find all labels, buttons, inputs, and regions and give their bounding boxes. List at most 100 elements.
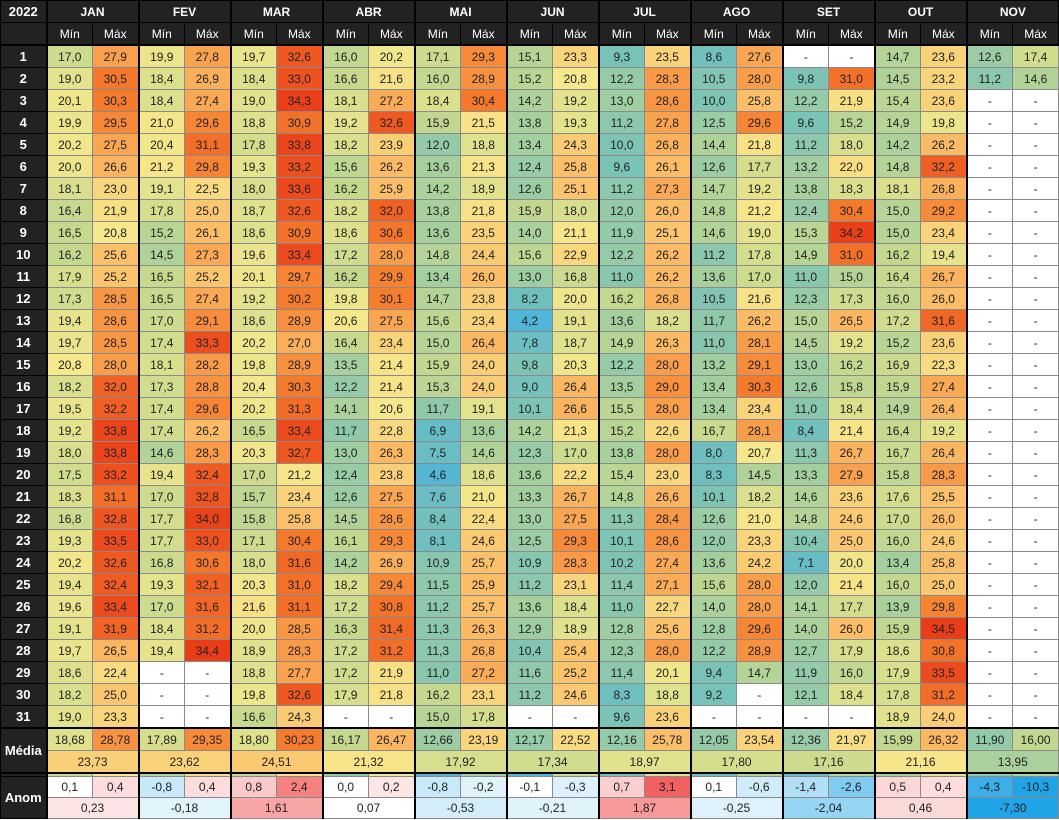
media-cell: 11,90 (965, 727, 1014, 751)
temp-cell: 18,9 (552, 617, 600, 640)
temp-cell: 32,4 (184, 463, 232, 486)
temp-cell: 25,8 (920, 551, 968, 574)
day-label: 24 (0, 551, 47, 574)
temp-cell: 23,9 (368, 133, 416, 156)
temp-cell: 20,0 (552, 287, 600, 310)
media-overall-cell: 23,73 (45, 750, 140, 774)
month-header-fev: FEV (137, 0, 232, 23)
temp-cell: 12,3 (781, 287, 830, 310)
temp-cell: 23,3 (91, 705, 140, 729)
temp-cell: 18,8 (229, 111, 278, 134)
temp-cell: - (552, 705, 600, 729)
temp-cell: 20,4 (229, 375, 278, 398)
temp-cell: 27,7 (276, 661, 324, 684)
temp-cell: 23,5 (460, 221, 508, 244)
table-row: 15 20,8 28,0 18,1 28,2 19,8 28,9 13,5 21,4 15,9 24… (0, 353, 1059, 376)
temp-cell: 24,4 (460, 243, 508, 266)
temp-cell: 18,4 (137, 89, 186, 112)
max-header: Máx (1012, 22, 1059, 46)
table-row: 6 20,0 26,6 21,2 29,8 19,3 33,2 15,6 26,2 13,6 21,… (0, 155, 1059, 178)
temp-cell: 19,7 (229, 44, 278, 68)
temp-cell: 18,0 (45, 441, 93, 464)
temp-cell: 17,7 (137, 529, 186, 552)
temp-cell: 25,7 (460, 551, 508, 574)
temp-cell: 25,9 (368, 177, 416, 200)
anom-overall-cell: -0,18 (137, 797, 231, 819)
temp-cell: 9,4 (689, 661, 738, 684)
temp-cell: 11,3 (413, 617, 462, 640)
temp-cell: 15,9 (873, 375, 922, 398)
temp-cell: 19,4 (45, 573, 93, 596)
anom-label: Anom (0, 776, 47, 819)
temp-cell: 32,6 (276, 683, 324, 706)
temp-cell: 25,9 (460, 573, 508, 596)
temp-cell: 14,9 (781, 243, 830, 266)
temp-cell: 10,1 (505, 397, 554, 420)
temp-cell: - (965, 133, 1014, 156)
temp-cell: 30,6 (184, 551, 232, 574)
temp-cell: 17,8 (736, 243, 784, 266)
temp-cell: 14,5 (873, 67, 922, 90)
temp-cell: 19,3 (137, 573, 186, 596)
temp-cell: 12,3 (597, 639, 646, 662)
temp-cell: - (965, 265, 1014, 288)
temp-cell: - (965, 419, 1014, 442)
temp-cell: 13,6 (505, 463, 554, 486)
temp-cell: 18,0 (229, 551, 278, 574)
temp-cell: 13,8 (597, 441, 646, 464)
temp-cell: 27,5 (368, 485, 416, 508)
temp-cell: 17,0 (45, 44, 93, 68)
temp-cell: 24,2 (736, 551, 784, 574)
temp-cell: 8,4 (413, 507, 462, 530)
day-label: 11 (0, 265, 47, 288)
temp-cell: 23,3 (552, 44, 600, 68)
temp-cell: 14,1 (781, 595, 830, 618)
temp-cell: 7,6 (413, 485, 462, 508)
temp-cell: 17,1 (413, 44, 462, 68)
temp-cell: 29,6 (184, 111, 232, 134)
temp-cell: 26,3 (460, 617, 508, 640)
temp-cell: 18,1 (321, 89, 370, 112)
temp-cell: 30,9 (276, 111, 324, 134)
media-cell: 12,05 (689, 727, 738, 751)
temp-cell: 16,5 (45, 221, 93, 244)
temp-cell: 13,8 (505, 111, 554, 134)
temp-cell: 26,8 (920, 177, 968, 200)
temp-cell: 29,6 (736, 617, 784, 640)
temp-cell: 20,3 (229, 573, 278, 596)
temp-cell: 27,1 (644, 573, 692, 596)
temp-cell: 17,7 (137, 507, 186, 530)
media-cell: 16,17 (321, 727, 370, 751)
temp-cell: - (1012, 221, 1059, 244)
temp-cell: 10,9 (413, 551, 462, 574)
temp-cell: 11,0 (781, 397, 830, 420)
table-row: 12 17,3 28,5 16,5 27,4 19,2 30,2 19,8 30,1 14,7 23… (0, 287, 1059, 310)
temp-cell: 29,1 (184, 309, 232, 332)
temp-cell: 13,2 (781, 155, 830, 178)
temp-cell: 18,4 (828, 397, 876, 420)
temp-cell: 23,6 (920, 89, 968, 112)
temp-cell: - (965, 507, 1014, 530)
temp-cell: 33,4 (91, 595, 140, 618)
temp-cell: - (965, 353, 1014, 376)
temp-cell: - (965, 177, 1014, 200)
temp-cell: 32,1 (184, 573, 232, 596)
max-header: Máx (644, 22, 692, 46)
temp-cell: 10,4 (505, 639, 554, 662)
temp-cell: 19,4 (920, 243, 968, 266)
temp-cell: 17,8 (137, 199, 186, 222)
media-cell: 12,36 (781, 727, 830, 751)
temp-cell: 28,4 (644, 507, 692, 530)
temp-cell: 19,2 (920, 419, 968, 442)
temp-cell: 12,2 (597, 353, 646, 376)
temp-cell: 11,5 (413, 573, 462, 596)
media-cell: 18,68 (45, 727, 93, 751)
temp-cell: 18,8 (460, 133, 508, 156)
temp-cell: 14,0 (505, 221, 554, 244)
temp-cell: 24,3 (552, 133, 600, 156)
temp-cell: 18,6 (873, 639, 922, 662)
temp-cell: 34,0 (184, 507, 232, 530)
temp-cell: 14,5 (781, 331, 830, 354)
temp-cell: 20,8 (45, 353, 93, 376)
temp-cell: 28,0 (736, 67, 784, 90)
